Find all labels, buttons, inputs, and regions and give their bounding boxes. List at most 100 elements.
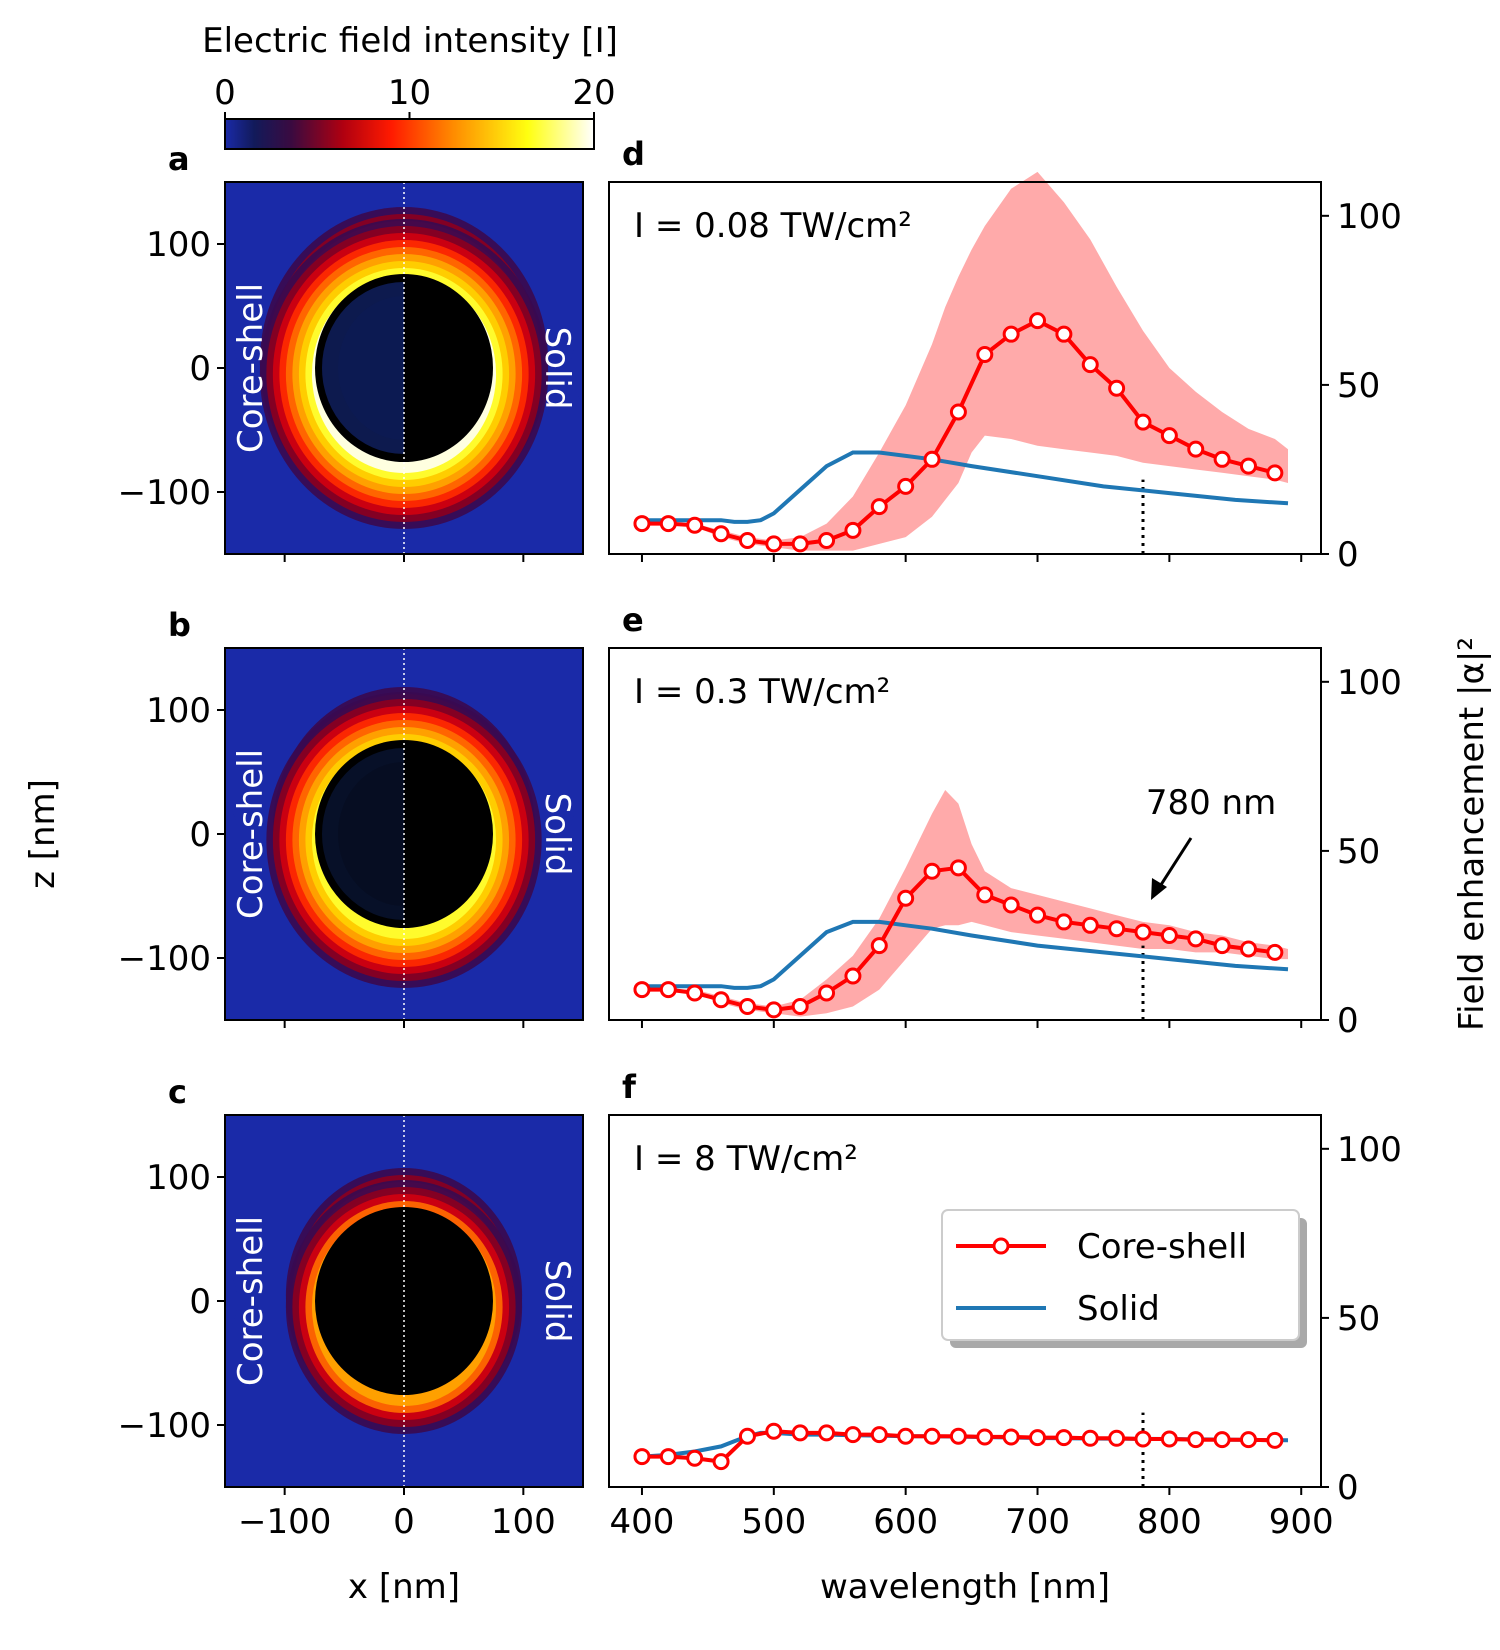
core-shell-point xyxy=(738,531,756,549)
uncertainty-band xyxy=(642,790,1288,1017)
x-tick-label: −100 xyxy=(238,1502,331,1542)
core-shell-point xyxy=(1266,1431,1284,1449)
field-image xyxy=(225,182,583,554)
core-shell-point xyxy=(1081,916,1099,934)
core-shell-point xyxy=(818,1424,836,1442)
spectrum-frame xyxy=(608,181,1322,555)
core-shell-point xyxy=(1134,923,1152,941)
core-shell-point xyxy=(1266,464,1284,482)
intensity-annotation: I = 0.08 TW/cm² xyxy=(634,206,912,246)
colorbar xyxy=(224,118,595,150)
field-side-mask xyxy=(570,1265,583,1337)
core-shell-point xyxy=(870,937,888,955)
y-tick-label: 50 xyxy=(1337,366,1380,406)
core-shell-point xyxy=(791,535,809,553)
core-shell-point xyxy=(1213,937,1231,955)
core-shell-point xyxy=(818,984,836,1002)
x-tick-label: 900 xyxy=(1269,1502,1334,1542)
y-tick-label: −100 xyxy=(118,939,211,979)
legend: Core-shell Solid xyxy=(941,1209,1307,1348)
x-tick-label: 500 xyxy=(741,1502,806,1542)
core-shell-point xyxy=(923,862,941,880)
core-shell-point xyxy=(870,1426,888,1444)
legend-solid-label: Solid xyxy=(1077,1289,1160,1329)
field-maps: Core-shell Solid a 100 0 −100 Core-shell Solid b… xyxy=(118,140,584,1542)
core-shell-point xyxy=(686,984,704,1002)
core-shell-point xyxy=(1160,926,1178,944)
field-y-label: z [nm] xyxy=(23,779,63,889)
core-shell-point xyxy=(659,981,677,999)
intensity-annotation: I = 0.3 TW/cm² xyxy=(634,672,890,712)
core-shell-point xyxy=(1266,943,1284,961)
core-shell-label: Core-shell xyxy=(231,749,271,919)
core-shell-point xyxy=(1002,325,1020,343)
spectrum-panel-e: e I = 0.3 TW/cm² 0 50 100 780 nm xyxy=(608,601,1402,1041)
core-shell-point xyxy=(897,1427,915,1445)
core-shell-point xyxy=(659,1448,677,1466)
core-shell-point xyxy=(1134,413,1152,431)
core-shell-point xyxy=(633,515,651,533)
core-shell-point xyxy=(1239,1431,1257,1449)
field-panel-b: Core-shell Solid b 100 0 −100 xyxy=(118,606,584,1028)
core-shell-label: Core-shell xyxy=(231,283,271,453)
core-shell-point xyxy=(949,403,967,421)
panel-letter: c xyxy=(168,1073,187,1111)
solid-label: Solid xyxy=(537,1260,577,1343)
core-shell-point xyxy=(1081,1429,1099,1447)
field-image xyxy=(225,648,583,1020)
x-tick-label: 0 xyxy=(393,1502,415,1542)
core-shell-point xyxy=(844,967,862,985)
core-shell-point xyxy=(976,345,994,363)
field-side-mask xyxy=(225,332,238,404)
core-shell-point xyxy=(1055,913,1073,931)
y-tick-label: −100 xyxy=(118,473,211,513)
core-shell-point xyxy=(738,997,756,1015)
core-shell-point xyxy=(976,886,994,904)
solid-label: Solid xyxy=(537,327,577,410)
core-shell-point xyxy=(1108,379,1126,397)
uncertainty-band xyxy=(642,171,1288,551)
core-shell-point xyxy=(1081,356,1099,374)
core-shell-point xyxy=(1108,1429,1126,1447)
x-tick-label: 100 xyxy=(491,1502,556,1542)
core-shell-point xyxy=(633,1448,651,1466)
x-tick-label: 700 xyxy=(1005,1502,1070,1542)
spectrum-frame xyxy=(608,647,1322,1021)
core-shell-point xyxy=(949,1427,967,1445)
solid-line xyxy=(642,919,1289,990)
colorbar-tick-label: 20 xyxy=(572,73,615,113)
y-tick-label: 50 xyxy=(1337,1299,1380,1339)
y-tick-label: 50 xyxy=(1337,832,1380,872)
core-shell-point xyxy=(1108,920,1126,938)
core-shell-point xyxy=(791,997,809,1015)
panel-letter: d xyxy=(622,135,645,173)
core-shell-point xyxy=(1187,440,1205,458)
core-shell-point xyxy=(738,1427,756,1445)
y-tick-label: 0 xyxy=(1337,1001,1359,1041)
y-tick-label: 0 xyxy=(189,349,211,389)
x-tick-label: 800 xyxy=(1137,1502,1202,1542)
core-shell-point xyxy=(844,521,862,539)
core-shell-point xyxy=(1213,1431,1231,1449)
core-shell-point xyxy=(791,1424,809,1442)
core-shell-point xyxy=(1213,450,1231,468)
core-shell-point xyxy=(765,1422,783,1440)
core-shell-point xyxy=(1160,1430,1178,1448)
core-shell-point xyxy=(1239,940,1257,958)
legend-core-shell-label: Core-shell xyxy=(1077,1227,1247,1267)
field-side-mask xyxy=(225,798,238,870)
colorbar-title: Electric field intensity [I] xyxy=(202,21,618,61)
core-shell-point xyxy=(1055,325,1073,343)
core-shell-point xyxy=(1160,427,1178,445)
core-shell-point xyxy=(686,516,704,534)
field-image xyxy=(225,1115,583,1487)
core-shell-point xyxy=(818,531,836,549)
core-shell-point xyxy=(976,1428,994,1446)
panel-letter: a xyxy=(168,140,190,178)
x-tick-label: 400 xyxy=(610,1502,675,1542)
panel-letter: e xyxy=(622,601,644,639)
field-side-mask xyxy=(570,798,583,870)
x-tick-label: 600 xyxy=(873,1502,938,1542)
solid-label: Solid xyxy=(537,793,577,876)
